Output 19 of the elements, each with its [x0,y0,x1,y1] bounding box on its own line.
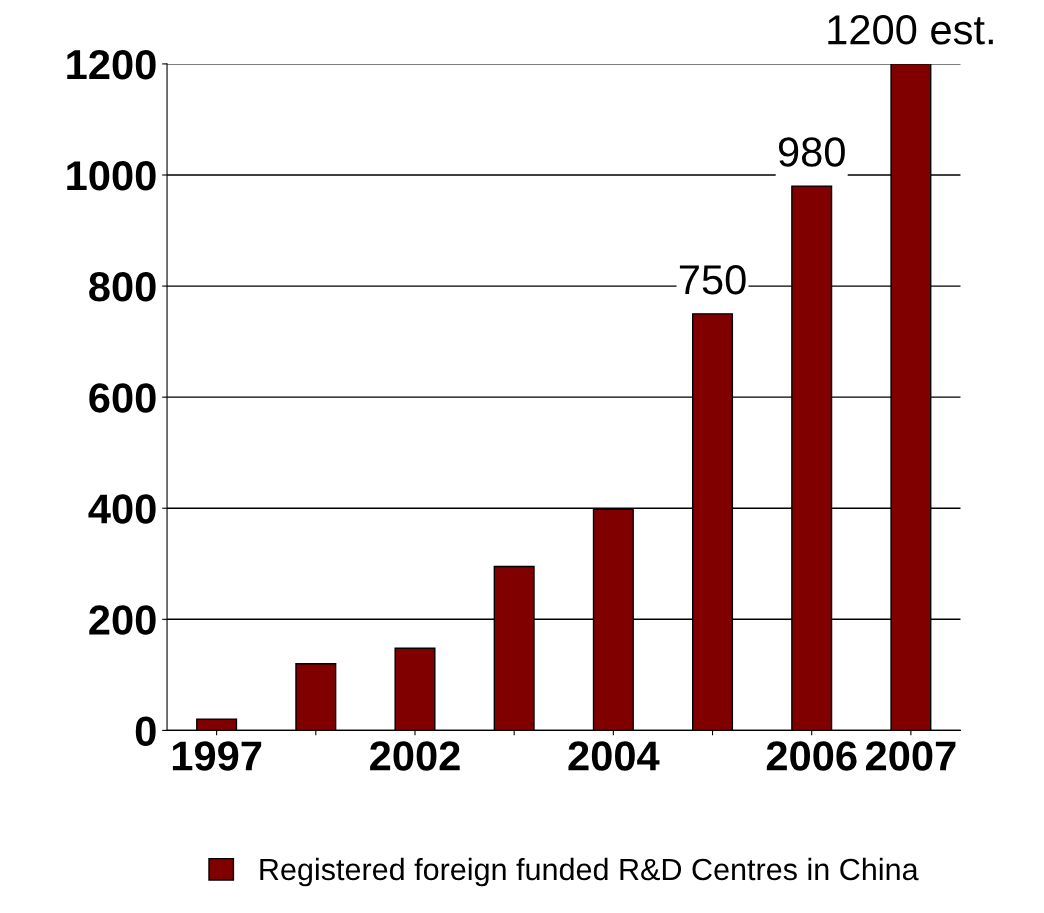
y-tick-label: 1000 [67,160,156,191]
data-label: 980 [778,137,845,167]
x-tick-label: 2002 [370,741,460,771]
x-tick-label: 1997 [172,741,262,771]
data-label: 750 [679,264,746,295]
y-tick-label: 200 [89,605,156,635]
y-tick-label: 800 [89,272,156,302]
y-tick-label: 400 [88,494,156,524]
bar [394,647,436,731]
y-tick-label: 1200 [67,49,156,80]
legend-label: Registered foreign funded R&D Centres in China [260,857,919,887]
y-tick-label: 0 [135,716,156,746]
x-tick-label: 2004 [568,741,660,771]
x-tick-label: 2006 [766,741,857,771]
data-label: 1200 est. [828,15,993,45]
bar [295,663,337,731]
x-tick-label: 2007 [865,741,956,771]
bar [196,718,238,731]
y-tick-label: 600 [89,383,156,413]
